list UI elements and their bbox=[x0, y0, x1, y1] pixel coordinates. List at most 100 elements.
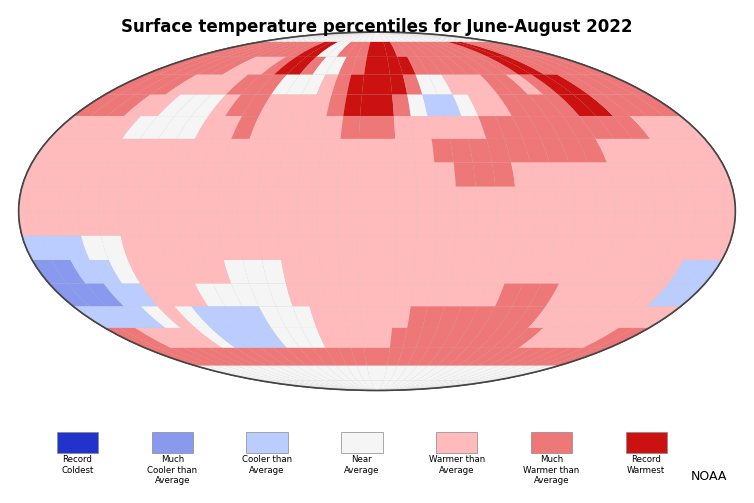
Polygon shape bbox=[626, 236, 653, 260]
Polygon shape bbox=[268, 116, 293, 139]
Polygon shape bbox=[511, 236, 535, 260]
Polygon shape bbox=[210, 348, 256, 366]
Polygon shape bbox=[38, 187, 62, 211]
Polygon shape bbox=[377, 306, 394, 328]
Polygon shape bbox=[493, 328, 528, 348]
Polygon shape bbox=[222, 348, 266, 366]
Polygon shape bbox=[415, 236, 436, 260]
Polygon shape bbox=[109, 139, 140, 162]
Text: Near
Average: Near Average bbox=[344, 455, 380, 475]
Polygon shape bbox=[239, 162, 262, 187]
Polygon shape bbox=[293, 381, 376, 390]
Polygon shape bbox=[345, 32, 377, 42]
Polygon shape bbox=[668, 139, 703, 162]
Polygon shape bbox=[145, 348, 205, 366]
Polygon shape bbox=[436, 211, 457, 236]
Polygon shape bbox=[378, 381, 429, 390]
Polygon shape bbox=[422, 366, 458, 381]
Polygon shape bbox=[367, 42, 377, 57]
Polygon shape bbox=[411, 284, 431, 306]
Polygon shape bbox=[528, 306, 562, 328]
Polygon shape bbox=[512, 284, 541, 306]
Polygon shape bbox=[407, 95, 428, 116]
Polygon shape bbox=[378, 381, 455, 390]
Polygon shape bbox=[147, 260, 176, 284]
Polygon shape bbox=[431, 260, 454, 284]
Polygon shape bbox=[441, 74, 467, 95]
Polygon shape bbox=[518, 348, 570, 366]
Text: Warmer than
Average: Warmer than Average bbox=[428, 455, 485, 475]
Polygon shape bbox=[364, 348, 377, 366]
Polygon shape bbox=[341, 116, 360, 139]
Polygon shape bbox=[73, 306, 120, 328]
Polygon shape bbox=[246, 42, 299, 57]
Polygon shape bbox=[455, 366, 508, 381]
Polygon shape bbox=[378, 381, 467, 390]
Polygon shape bbox=[377, 284, 395, 306]
Polygon shape bbox=[310, 306, 332, 328]
Polygon shape bbox=[59, 187, 81, 211]
Polygon shape bbox=[378, 32, 467, 42]
Polygon shape bbox=[703, 162, 732, 187]
Polygon shape bbox=[298, 162, 320, 187]
Polygon shape bbox=[377, 187, 397, 211]
Polygon shape bbox=[428, 284, 450, 306]
Polygon shape bbox=[200, 162, 224, 187]
Polygon shape bbox=[317, 74, 339, 95]
Polygon shape bbox=[377, 260, 396, 284]
Polygon shape bbox=[594, 187, 616, 211]
Polygon shape bbox=[619, 306, 664, 328]
Polygon shape bbox=[633, 211, 656, 236]
Polygon shape bbox=[578, 139, 607, 162]
Polygon shape bbox=[558, 95, 596, 116]
Polygon shape bbox=[235, 348, 276, 366]
Polygon shape bbox=[461, 284, 486, 306]
Polygon shape bbox=[22, 162, 51, 187]
Polygon shape bbox=[197, 57, 246, 74]
Polygon shape bbox=[236, 366, 293, 381]
Polygon shape bbox=[326, 95, 347, 116]
Polygon shape bbox=[377, 74, 392, 95]
Polygon shape bbox=[504, 260, 530, 284]
Polygon shape bbox=[176, 284, 208, 306]
Polygon shape bbox=[293, 32, 376, 42]
Polygon shape bbox=[530, 162, 554, 187]
Polygon shape bbox=[357, 32, 377, 42]
Polygon shape bbox=[428, 57, 455, 74]
Polygon shape bbox=[450, 260, 473, 284]
Polygon shape bbox=[377, 381, 397, 390]
Polygon shape bbox=[205, 366, 273, 381]
Polygon shape bbox=[467, 366, 529, 381]
Polygon shape bbox=[208, 95, 241, 116]
Polygon shape bbox=[171, 57, 225, 74]
Polygon shape bbox=[645, 236, 673, 260]
Polygon shape bbox=[105, 328, 158, 348]
Polygon shape bbox=[280, 381, 376, 390]
Polygon shape bbox=[495, 187, 516, 211]
Polygon shape bbox=[357, 187, 377, 211]
Polygon shape bbox=[90, 95, 135, 116]
Polygon shape bbox=[523, 139, 550, 162]
Polygon shape bbox=[287, 328, 313, 348]
Polygon shape bbox=[614, 187, 636, 211]
Polygon shape bbox=[422, 95, 444, 116]
Polygon shape bbox=[377, 366, 387, 381]
Polygon shape bbox=[416, 211, 437, 236]
Polygon shape bbox=[306, 366, 338, 381]
Polygon shape bbox=[323, 116, 343, 139]
Polygon shape bbox=[377, 95, 394, 116]
Polygon shape bbox=[176, 116, 208, 139]
Polygon shape bbox=[377, 57, 390, 74]
Polygon shape bbox=[476, 187, 496, 211]
Polygon shape bbox=[70, 139, 104, 162]
Polygon shape bbox=[81, 236, 109, 260]
Polygon shape bbox=[684, 236, 713, 260]
Polygon shape bbox=[448, 57, 480, 74]
Polygon shape bbox=[532, 74, 573, 95]
Polygon shape bbox=[403, 366, 428, 381]
Polygon shape bbox=[231, 284, 259, 306]
Polygon shape bbox=[596, 328, 649, 348]
Polygon shape bbox=[343, 95, 362, 116]
Polygon shape bbox=[260, 32, 376, 42]
Polygon shape bbox=[317, 42, 345, 57]
